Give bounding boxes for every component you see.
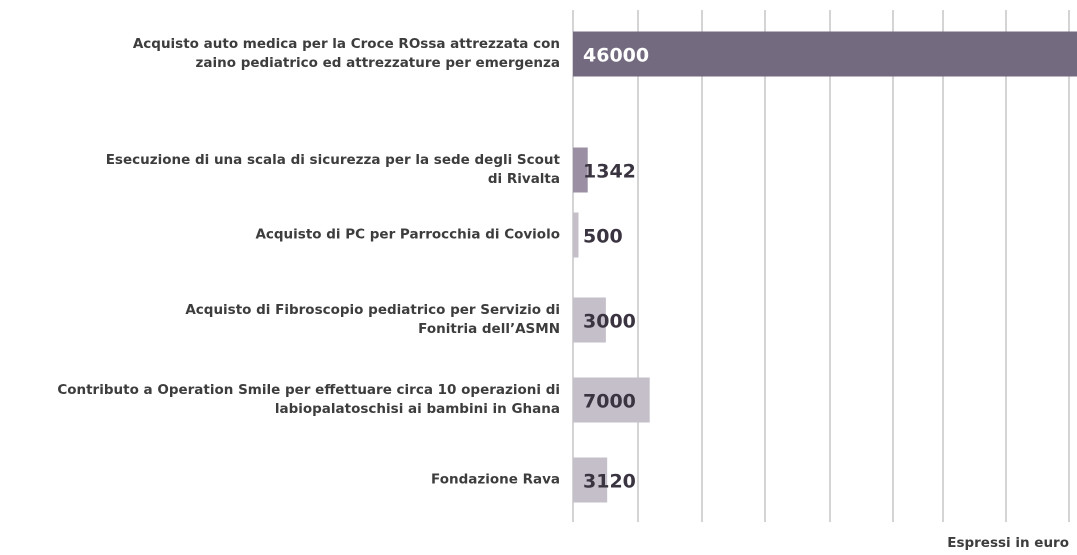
category-label: Fondazione Rava <box>431 471 560 488</box>
value-label: 3000 <box>583 311 636 333</box>
value-label: 3120 <box>583 471 636 493</box>
bar <box>573 377 650 423</box>
grid <box>572 10 1070 522</box>
category-label: Acquisto di PC per Parrocchia di Coviolo <box>255 226 560 243</box>
value-label: 7000 <box>583 391 636 413</box>
bar <box>573 212 579 258</box>
bar <box>573 297 606 343</box>
value-label: 500 <box>583 226 623 248</box>
category-label: Esecuzione di una scala di sicurezza per… <box>105 152 560 187</box>
bar <box>573 147 588 193</box>
category-label: Acquisto auto medica per la Croce ROssa … <box>132 36 560 71</box>
note: Espressi in euro <box>947 535 1069 551</box>
value-label: 1342 <box>583 161 636 183</box>
bar <box>573 31 1077 77</box>
category-label: Contributo a Operation Smile per effettu… <box>57 382 560 417</box>
bar <box>573 457 608 503</box>
category-label: Acquisto di Fibroscopio pediatrico per S… <box>185 302 560 337</box>
value-label: 46000 <box>583 45 649 67</box>
